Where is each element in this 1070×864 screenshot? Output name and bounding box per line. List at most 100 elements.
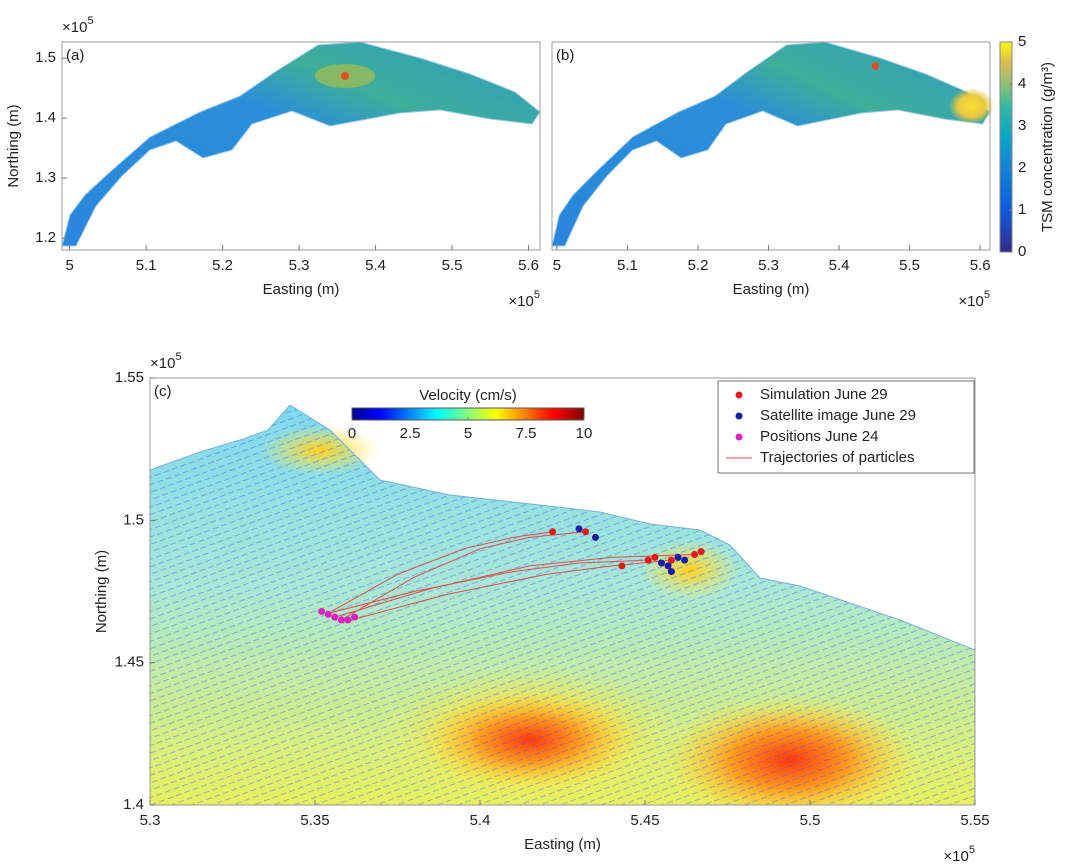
x-axis-label: Easting (m) xyxy=(733,281,810,298)
point xyxy=(681,556,689,564)
point xyxy=(618,562,626,570)
legend-label: Satellite image June 29 xyxy=(760,407,916,424)
trajectory xyxy=(324,559,646,615)
multiplier-power: 5 xyxy=(175,351,181,363)
y-tick-label: 1.4 xyxy=(35,109,56,126)
y-tick-label: 1.55 xyxy=(115,369,144,386)
axis-multiplier: ×105 xyxy=(943,844,975,864)
colorbar-tick-label: 7.5 xyxy=(516,425,537,442)
colorbar-tick-label: 4 xyxy=(1018,75,1026,92)
axes-box xyxy=(149,377,976,806)
legend-label: Simulation June 29 xyxy=(760,386,888,403)
x-tick-label: 5 xyxy=(65,257,73,274)
legend-label: Trajectories of particles xyxy=(760,449,915,466)
panel-label: (c) xyxy=(154,383,172,400)
colorbar-tick-label: 0 xyxy=(1018,243,1026,260)
point xyxy=(691,550,698,558)
point xyxy=(344,616,352,624)
axis-multiplier: ×105 xyxy=(62,15,94,36)
trajectory xyxy=(351,559,672,621)
point xyxy=(351,613,359,621)
axes-box xyxy=(551,41,991,251)
x-tick-label: 5.2 xyxy=(212,257,233,274)
x-tick-label: 5 xyxy=(553,257,561,274)
multiplier-base: ×10 xyxy=(508,293,533,310)
point xyxy=(651,553,659,561)
x-tick-label: 5.3 xyxy=(758,257,779,274)
point xyxy=(575,525,583,533)
legend-marker xyxy=(735,391,743,399)
multiplier-power: 5 xyxy=(87,15,93,27)
lake-map-b xyxy=(551,41,995,247)
point xyxy=(674,553,682,561)
x-tick-label: 5.4 xyxy=(470,812,491,829)
colorbar xyxy=(999,41,1013,253)
legend-label: Positions June 24 xyxy=(760,428,878,445)
multiplier-power: 5 xyxy=(969,844,975,856)
x-tick-label: 5.5 xyxy=(899,257,920,274)
x-tick-label: 5.4 xyxy=(829,257,850,274)
point xyxy=(324,610,332,618)
colorbar-tick-label: 5 xyxy=(464,425,472,442)
trajectory xyxy=(334,553,695,618)
y-tick-label: 1.4 xyxy=(123,796,144,813)
point xyxy=(697,548,705,556)
x-tick-label: 5.5 xyxy=(800,812,821,829)
multiplier-power: 5 xyxy=(984,289,990,301)
point xyxy=(667,556,675,564)
point xyxy=(331,613,339,621)
x-tick-label: 5.3 xyxy=(140,812,161,829)
y-tick-label: 1.2 xyxy=(35,229,56,246)
point xyxy=(337,616,345,624)
legend-marker xyxy=(735,433,743,441)
x-tick-label: 5.2 xyxy=(688,257,709,274)
x-tick-label: 5.6 xyxy=(970,257,991,274)
legend-marker xyxy=(735,412,743,420)
multiplier-power: 5 xyxy=(534,289,540,301)
point xyxy=(549,528,557,536)
multiplier-base: ×10 xyxy=(958,293,983,310)
colorbar-tick-label: 1 xyxy=(1018,201,1026,218)
x-tick-label: 5.1 xyxy=(136,257,157,274)
colorbar-tick-label: 10 xyxy=(576,425,593,442)
y-tick-label: 1.3 xyxy=(35,169,56,186)
colorbar-tick-label: 3 xyxy=(1018,117,1026,134)
x-tick-label: 5.3 xyxy=(289,257,310,274)
multiplier-base: ×10 xyxy=(150,355,175,372)
colorbar-tick-label: 2.5 xyxy=(400,425,421,442)
y-tick-label: 1.5 xyxy=(35,49,56,66)
x-axis-label: Easting (m) xyxy=(263,281,340,298)
y-axis-label: Northing (m) xyxy=(5,104,22,187)
x-axis-label: Easting (m) xyxy=(524,836,601,853)
y-tick-label: 1.45 xyxy=(115,654,144,671)
axis-multiplier: ×105 xyxy=(958,289,990,310)
x-tick-label: 5.1 xyxy=(617,257,638,274)
point xyxy=(592,533,599,541)
point xyxy=(658,559,665,567)
multiplier-base: ×10 xyxy=(943,848,968,864)
point xyxy=(644,556,652,564)
velocity-field xyxy=(150,404,975,805)
trajectory xyxy=(331,531,553,612)
axis-multiplier: ×105 xyxy=(508,289,540,310)
colorbar-tick-label: 5 xyxy=(1018,33,1026,50)
point xyxy=(582,528,590,536)
legend-box xyxy=(717,380,975,474)
axis-multiplier: ×105 xyxy=(150,351,182,372)
x-tick-label: 5.6 xyxy=(518,257,539,274)
axes-box xyxy=(61,41,541,251)
x-tick-label: 5.45 xyxy=(630,812,659,829)
point xyxy=(667,568,675,576)
colorbar-tick-label: 0 xyxy=(348,425,356,442)
point xyxy=(318,607,326,615)
trajectory xyxy=(341,531,586,621)
colorbar-tick-label: 2 xyxy=(1018,159,1026,176)
y-tick-label: 1.5 xyxy=(123,511,144,528)
y-axis-label: Northing (m) xyxy=(93,550,110,633)
x-tick-label: 5.35 xyxy=(300,812,329,829)
colorbar-label: Velocity (cm/s) xyxy=(419,387,517,404)
x-tick-label: 5.4 xyxy=(365,257,386,274)
x-tick-label: 5.55 xyxy=(960,812,989,829)
multiplier-base: ×10 xyxy=(62,19,87,36)
